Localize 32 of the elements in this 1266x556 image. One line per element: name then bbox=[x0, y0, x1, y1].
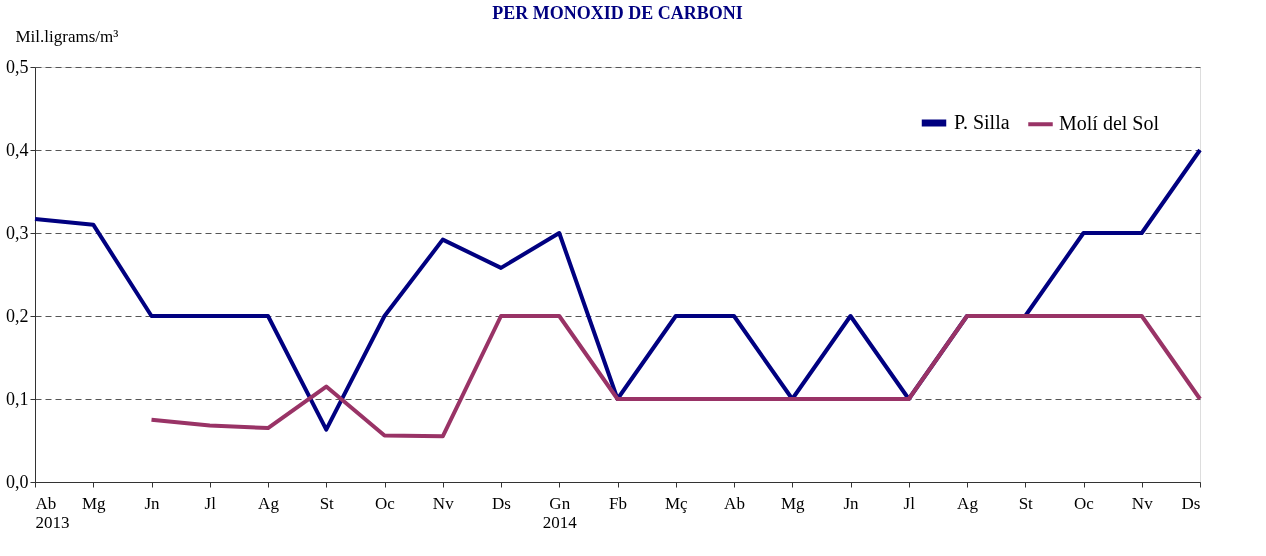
x-tick-label: Oc bbox=[375, 493, 396, 513]
chart-title: PER MONOXID DE CARBONI bbox=[492, 3, 743, 23]
legend-label: P. Silla bbox=[954, 111, 1010, 133]
x-tick-label: Mç bbox=[664, 493, 689, 513]
y-axis-title: Mil.ligrams/m³ bbox=[15, 26, 119, 46]
x-tick-label: Jn bbox=[843, 493, 860, 513]
x-tick-label: St bbox=[1018, 493, 1034, 513]
x-tick-label: Jl bbox=[903, 493, 916, 513]
y-tick-label: 0,1 bbox=[6, 388, 29, 409]
y-tick-label: 0,5 bbox=[6, 56, 29, 77]
x-tick-label: Ag bbox=[957, 493, 979, 513]
x-tick-label: Jl bbox=[204, 493, 217, 513]
y-tick-label: 0,0 bbox=[6, 471, 29, 492]
x-tick-label: Nv bbox=[1131, 493, 1154, 513]
x-tick-label: St bbox=[319, 493, 335, 513]
x-tick-label: Jn bbox=[144, 493, 161, 513]
x-tick-label: Gn 2014 bbox=[542, 493, 578, 532]
x-tick-label: Ds bbox=[492, 493, 511, 513]
legend-label: Molí del Sol bbox=[1059, 112, 1160, 135]
x-tick-label: Ds bbox=[1181, 493, 1201, 513]
x-tick-label: Ab bbox=[724, 493, 745, 513]
y-tick-label: 0,2 bbox=[6, 305, 29, 326]
line-series bbox=[149, 314, 1202, 439]
x-tick-label: Mg bbox=[780, 493, 806, 513]
x-tick-label: Fb bbox=[609, 493, 627, 513]
y-tick-label: 0,4 bbox=[6, 139, 29, 160]
x-tick-label: Ab 2013 bbox=[35, 493, 70, 532]
x-tick-label: Mg bbox=[81, 493, 107, 513]
x-tick-label: Oc bbox=[1074, 493, 1095, 513]
y-tick-label: 0,3 bbox=[6, 222, 29, 243]
x-tick-label: Ag bbox=[258, 493, 280, 513]
x-tick-label: Nv bbox=[432, 493, 455, 513]
